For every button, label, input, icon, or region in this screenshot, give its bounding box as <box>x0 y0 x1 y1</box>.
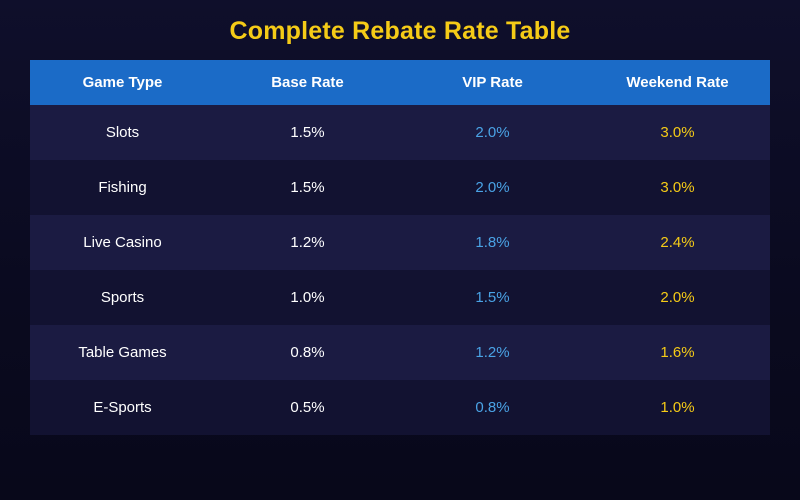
header-game-type: Game Type <box>82 74 163 91</box>
rebate-rate-table: Game Type Base Rate VIP Rate Weekend Rat… <box>30 60 770 435</box>
weekend-rate-cell: 3.0% <box>660 179 695 196</box>
page-title: Complete Rebate Rate Table <box>229 17 571 45</box>
game-type-cell: Sports <box>100 289 145 306</box>
weekend-rate-cell: 2.4% <box>660 234 695 251</box>
game-type-cell: E-Sports <box>93 399 152 416</box>
base-rate-cell: 1.2% <box>290 234 325 251</box>
base-rate-cell: 1.5% <box>290 179 325 196</box>
vip-rate-cell: 2.0% <box>475 179 510 196</box>
table-row: Sports 1.0% 1.5% 2.0% <box>30 270 770 325</box>
header-vip-rate: VIP Rate <box>462 74 523 91</box>
table-row: Table Games 0.8% 1.2% 1.6% <box>30 325 770 380</box>
vip-rate-cell: 1.5% <box>475 289 510 306</box>
header-base-rate: Base Rate <box>271 74 344 91</box>
weekend-rate-cell: 1.0% <box>660 399 695 416</box>
header-weekend-rate: Weekend Rate <box>626 74 729 91</box>
rebate-rate-table-container: Game Type Base Rate VIP Rate Weekend Rat… <box>30 60 770 435</box>
game-type-cell: Live Casino <box>83 234 162 251</box>
game-type-cell: Slots <box>105 124 140 141</box>
table-row: Live Casino 1.2% 1.8% 2.4% <box>30 215 770 270</box>
game-type-cell: Table Games <box>78 344 167 361</box>
game-type-cell: Fishing <box>98 179 147 196</box>
table-row: Fishing 1.5% 2.0% 3.0% <box>30 160 770 215</box>
weekend-rate-cell: 2.0% <box>660 289 695 306</box>
base-rate-cell: 1.0% <box>290 289 325 306</box>
vip-rate-cell: 0.8% <box>475 399 510 416</box>
vip-rate-cell: 1.8% <box>475 234 510 251</box>
base-rate-cell: 0.5% <box>290 399 325 416</box>
weekend-rate-cell: 3.0% <box>660 124 695 141</box>
vip-rate-cell: 1.2% <box>475 344 510 361</box>
table-body: Slots 1.5% 2.0% 3.0% Fishing 1.5% 2.0% 3… <box>30 105 770 435</box>
table-row: Slots 1.5% 2.0% 3.0% <box>30 105 770 160</box>
vip-rate-cell: 2.0% <box>475 124 510 141</box>
weekend-rate-cell: 1.6% <box>660 344 695 361</box>
table-row: E-Sports 0.5% 0.8% 1.0% <box>30 380 770 435</box>
base-rate-cell: 1.5% <box>290 124 325 141</box>
table-header-row: Game Type Base Rate VIP Rate Weekend Rat… <box>30 60 770 105</box>
table-header: Game Type Base Rate VIP Rate Weekend Rat… <box>30 60 770 105</box>
base-rate-cell: 0.8% <box>290 344 325 361</box>
